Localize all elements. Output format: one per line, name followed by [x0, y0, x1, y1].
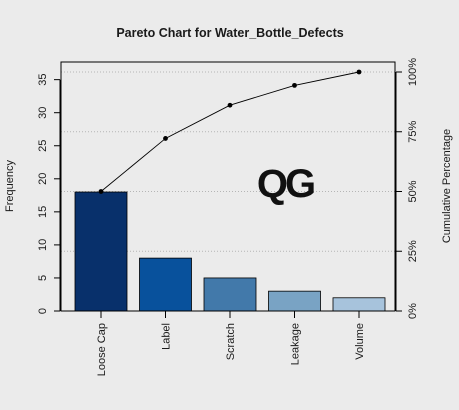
cumulative-point	[98, 189, 104, 194]
bars	[74, 191, 386, 312]
x-tick-label: Leakage	[290, 323, 302, 365]
cumulative-point	[356, 69, 362, 75]
y-tick-label: 25	[37, 140, 49, 152]
y-tick-label: 35	[37, 74, 49, 86]
cumulative-point	[292, 82, 297, 88]
x-tick-label: Label	[161, 323, 173, 350]
y-tick-label: 5	[37, 275, 49, 281]
chart-title: Pareto Chart for Water_Bottle_Defects	[116, 26, 343, 40]
y2-tick-label: 0%	[407, 303, 419, 319]
y2-tick-label: 100%	[407, 58, 419, 86]
bar-scratch	[203, 277, 257, 312]
x-tick-label: Volume	[354, 323, 366, 360]
y2-tick-label: 25%	[407, 240, 419, 262]
y-axis-label: Frequency	[4, 160, 16, 212]
cumulative-point	[163, 136, 168, 141]
cumulative-point	[227, 102, 233, 108]
y-tick-label: 30	[37, 107, 49, 119]
y-tick-label: 20	[37, 173, 49, 185]
watermark-logo: QG	[257, 162, 314, 206]
x-axis: Loose Cap Label Scratch Leakage Volume	[96, 311, 366, 376]
left-axis: 0 5 10 15 20 25 30 35	[37, 74, 61, 314]
bar-loose-cap	[74, 191, 128, 312]
plot-frame	[60, 61, 396, 312]
y2-tick-label: 75%	[407, 121, 419, 143]
y2-tick-label: 50%	[407, 180, 419, 202]
right-axis: 0% 25% 50% 75% 100%	[395, 58, 419, 319]
bar-volume	[332, 297, 386, 312]
x-tick-label: Scratch	[225, 323, 237, 360]
bar-label	[139, 257, 192, 312]
y-tick-label: 15	[37, 206, 49, 218]
bar-leakage	[268, 290, 321, 312]
y-tick-label: 0	[37, 308, 49, 314]
x-tick-label: Loose Cap	[96, 323, 108, 376]
y-tick-label: 10	[37, 239, 49, 251]
y2-axis-label: Cumulative Percentage	[441, 129, 453, 243]
cumulative-line-group	[98, 69, 362, 194]
